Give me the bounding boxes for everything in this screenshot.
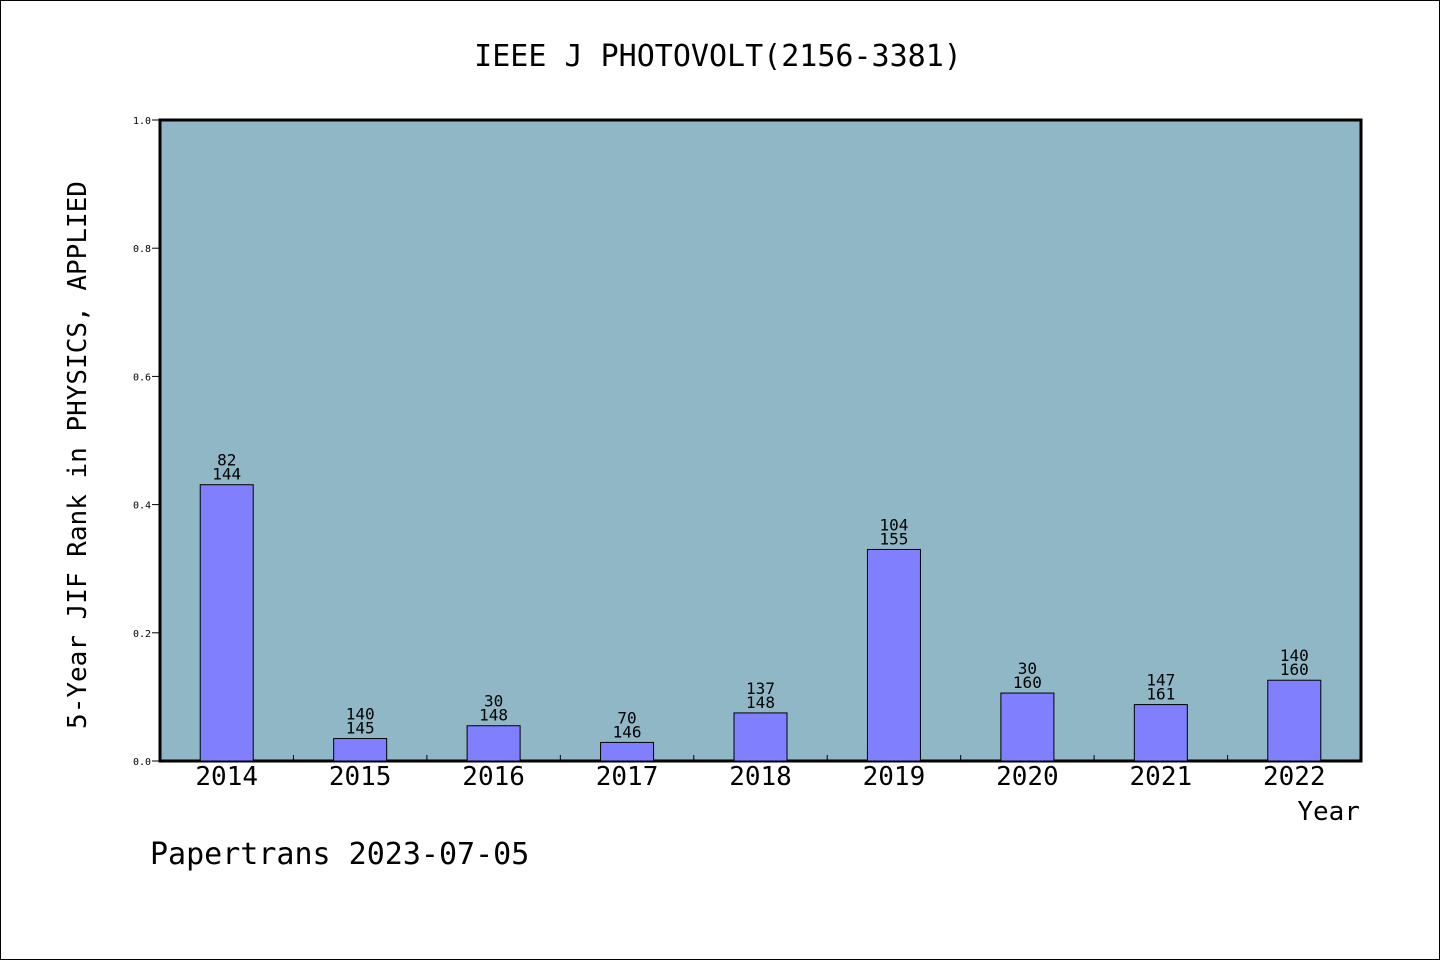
chart-title: IEEE J PHOTOVOLT(2156-3381)	[474, 39, 962, 74]
bar-total-label: 146	[613, 722, 642, 741]
bar-rank-label: 140	[1280, 646, 1309, 665]
footer-credit: Papertrans 2023-07-05	[150, 837, 529, 872]
bar-rank-label: 70	[617, 708, 636, 727]
bar-2014	[199, 484, 254, 762]
plot-area	[158, 118, 1363, 763]
bar-total-label: 144	[212, 465, 241, 484]
x-tick-label: 2017	[596, 762, 659, 792]
bar-rank-label: 30	[1018, 659, 1037, 678]
bar-rank-label: 137	[746, 679, 775, 698]
bar-rank-label: 140	[346, 705, 375, 724]
bar-total-label: 148	[746, 693, 775, 712]
bar-total-label: 155	[879, 529, 908, 548]
y-tick-label: 0.2	[133, 629, 151, 640]
x-tick-label: 2015	[329, 762, 392, 792]
x-tick-label: 2020	[996, 762, 1059, 792]
bar-2015	[333, 738, 388, 762]
y-tick-label: 1.0	[133, 116, 151, 127]
bar-2021	[1133, 704, 1188, 762]
x-tick-label: 2014	[195, 762, 258, 792]
bar-2022	[1267, 679, 1322, 762]
x-tick-label: 2019	[863, 762, 926, 792]
bar-total-label: 145	[346, 719, 375, 738]
y-axis: 0.0 0.2 0.4 0.6 0.8 1.0	[133, 116, 160, 768]
x-tick-label: 2016	[462, 762, 525, 792]
x-axis: 2014 2015 2016 2017 2018 2019 2020 2021 2022	[195, 755, 1326, 792]
y-axis-label: 5-Year JIF Rank in PHYSICS, APPLIED	[63, 181, 93, 729]
x-axis-label: Year	[1297, 797, 1360, 827]
y-tick-label: 0.8	[133, 244, 151, 255]
x-tick-label: 2021	[1130, 762, 1193, 792]
bar-rank-label: 104	[879, 515, 908, 534]
bar-total-label: 148	[479, 706, 508, 725]
bar-total-label: 160	[1280, 660, 1309, 679]
bar-2017	[600, 741, 655, 762]
bar-rank-label: 147	[1146, 671, 1175, 690]
bar-2016	[466, 725, 521, 762]
y-tick-label: 0.6	[133, 372, 151, 383]
bar-rank-label: 30	[484, 692, 503, 711]
bar-rank-label: 82	[217, 451, 236, 470]
bar-2020	[1000, 692, 1055, 762]
x-tick-label: 2018	[729, 762, 792, 792]
bar-2018	[733, 712, 788, 762]
bar-total-label: 160	[1013, 673, 1042, 692]
x-tick-label: 2022	[1263, 762, 1326, 792]
bar-2019	[866, 548, 921, 762]
y-tick-label: 0.4	[133, 501, 151, 512]
y-tick-label: 0.0	[133, 757, 151, 768]
bar-total-label: 161	[1146, 685, 1175, 704]
